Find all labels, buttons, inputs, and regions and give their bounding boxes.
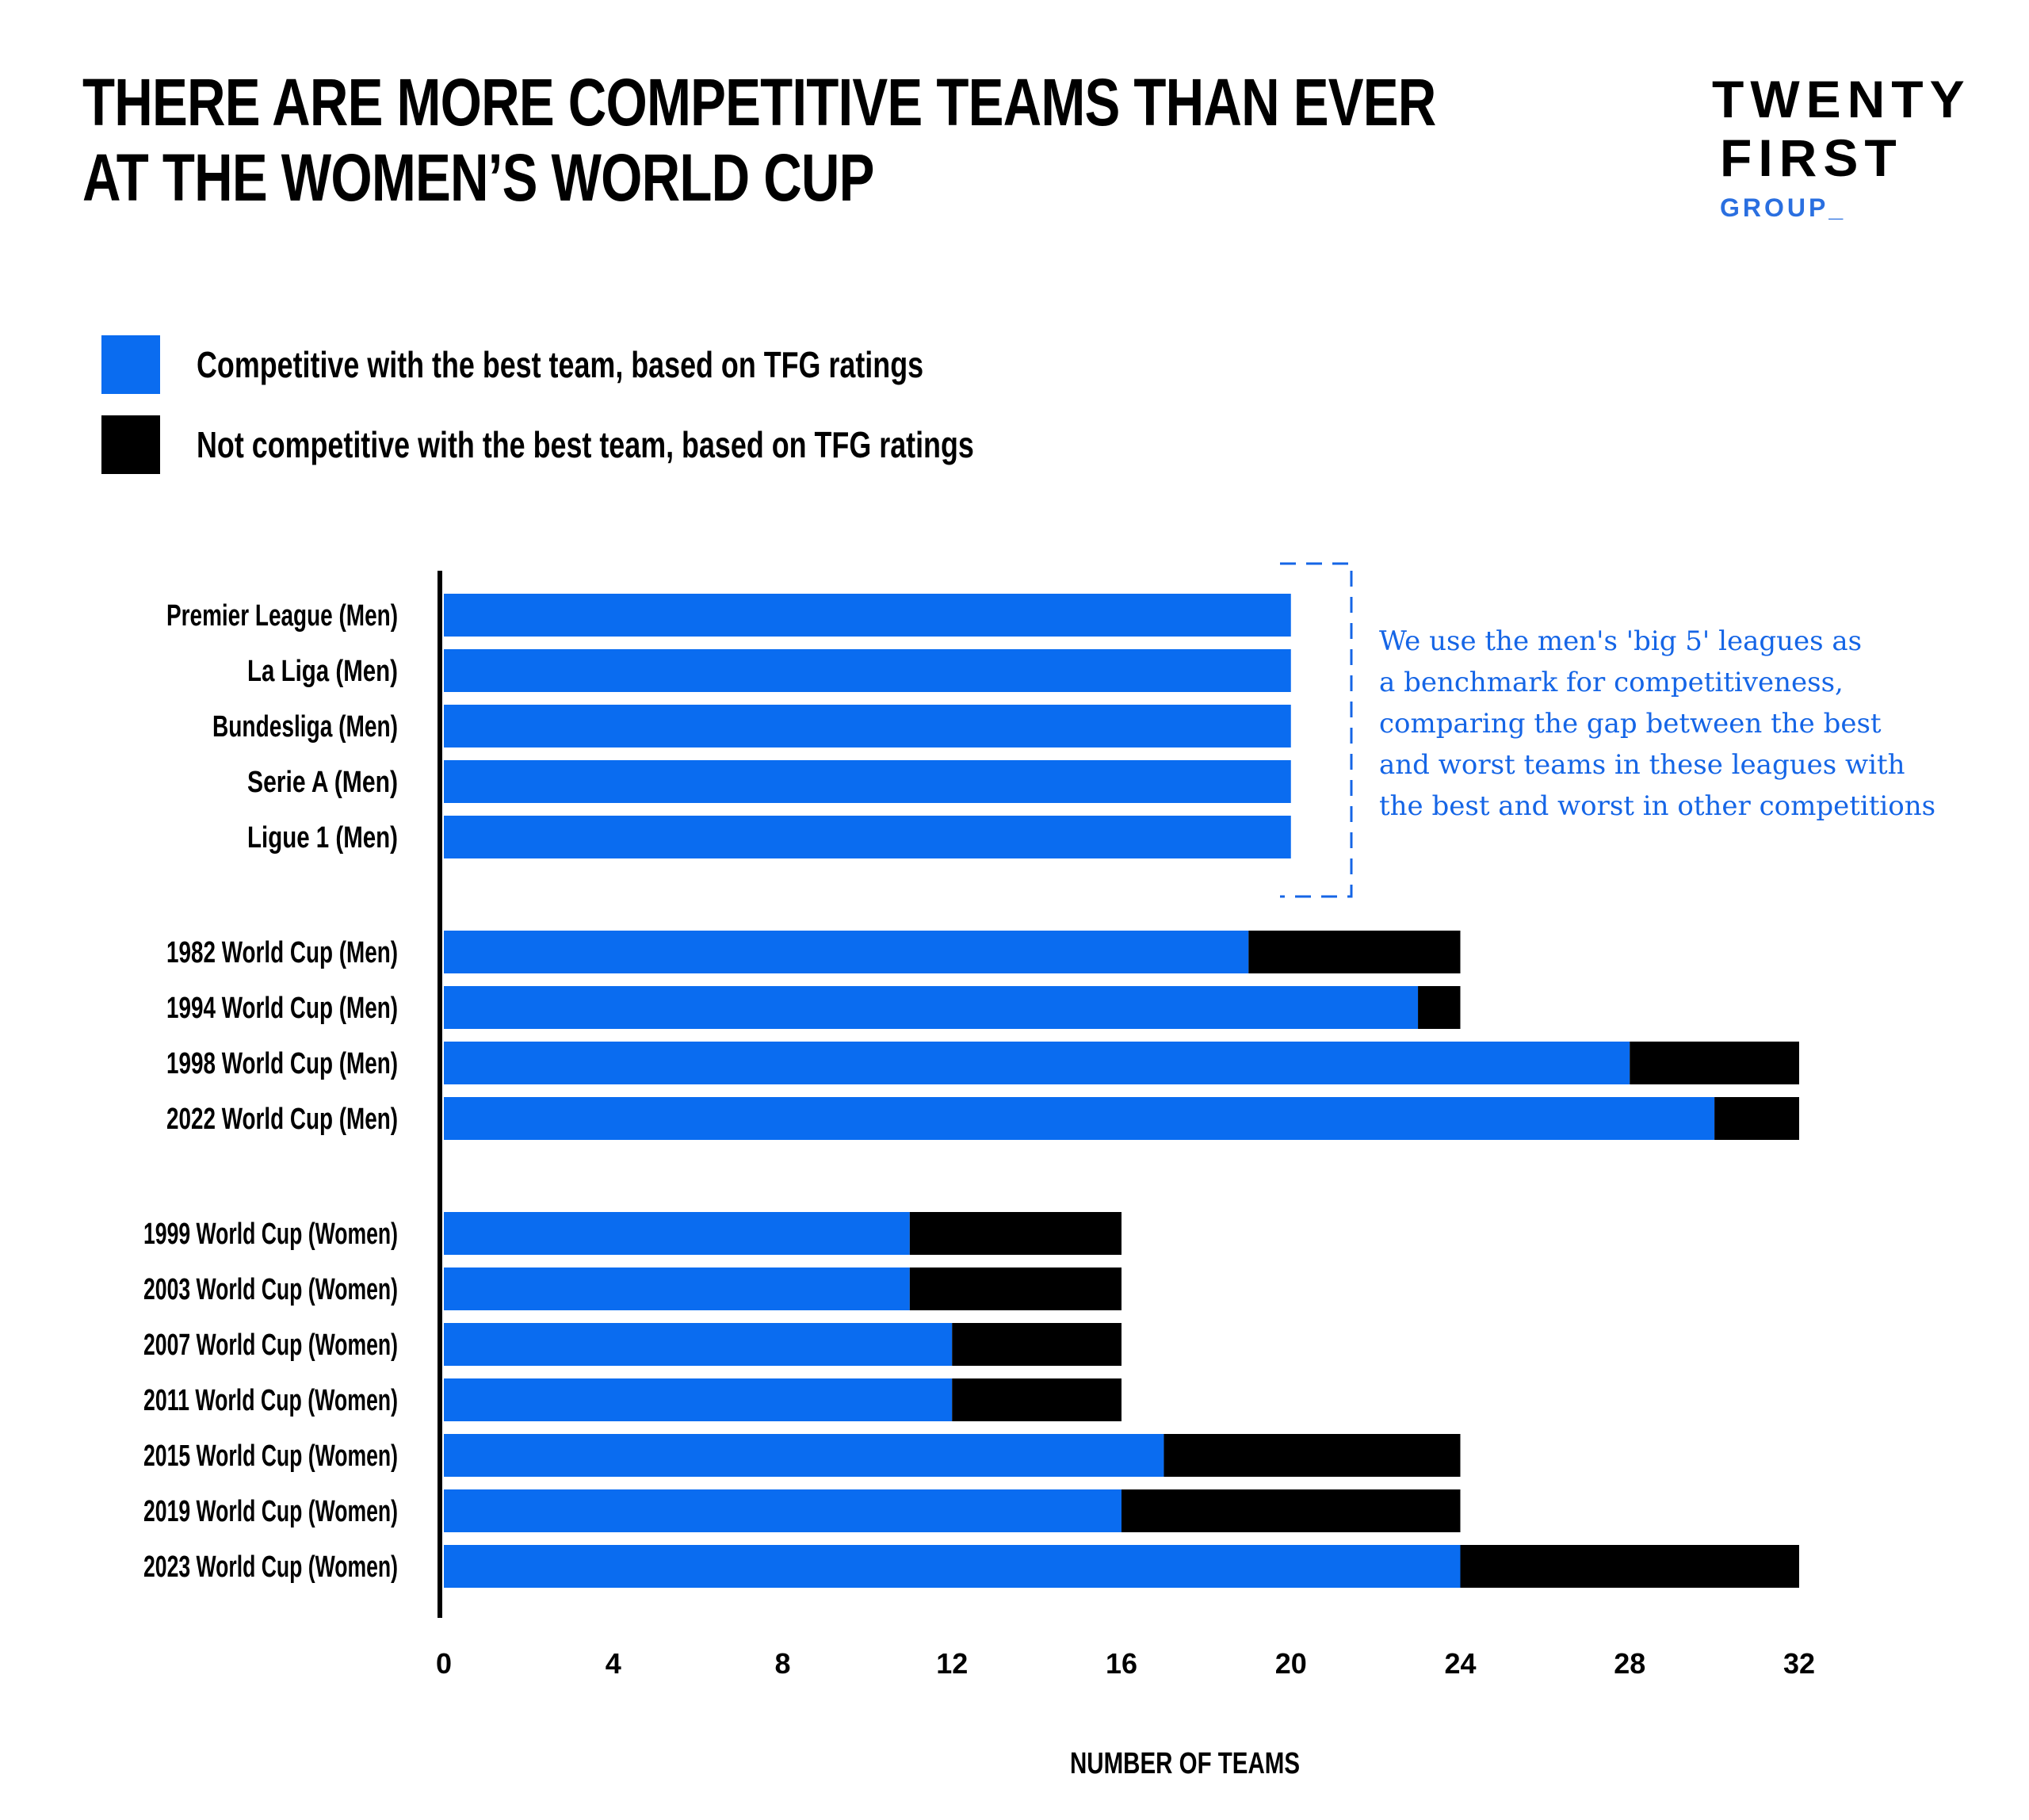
bar-segment-competitive [444, 931, 1249, 973]
bar-segment-competitive [444, 649, 1291, 692]
category-label: 2019 World Cup (Women) [143, 1495, 398, 1528]
x-tick-label: 24 [1444, 1647, 1476, 1680]
annotation-line-4: and worst teams in these leagues with [1379, 749, 1905, 781]
bar-segment-competitive [444, 986, 1419, 1029]
category-labels: Premier League (Men) La Liga (Men) Bundesl… [143, 599, 398, 1584]
category-label: 1994 World Cup (Men) [166, 992, 398, 1025]
annotation-line-5: the best and worst in other competitions [1379, 790, 1936, 822]
x-tick-label: 28 [1614, 1647, 1645, 1680]
bar-segment-competitive [444, 1268, 910, 1310]
annotation-line-1: We use the men's 'big 5' leagues as [1379, 625, 1863, 657]
bar-segment-not-competitive [1121, 1489, 1461, 1532]
annotation-line-2: a benchmark for competitiveness, [1379, 667, 1844, 698]
bar-segment-not-competitive [1418, 986, 1461, 1029]
x-tick-label: 4 [606, 1647, 621, 1680]
legend-label-not-competitive: Not competitive with the best team, base… [197, 424, 974, 465]
title-line-1: THERE ARE MORE COMPETITIVE TEAMS THAN EV… [82, 65, 1436, 140]
bar-segment-not-competitive [1164, 1434, 1461, 1477]
x-tick-label: 12 [936, 1647, 968, 1680]
category-label: 2011 World Cup (Women) [143, 1384, 398, 1417]
chart-title: THERE ARE MORE COMPETITIVE TEAMS THAN EV… [82, 65, 1436, 216]
category-label: 1998 World Cup (Men) [166, 1047, 398, 1080]
legend-label-competitive: Competitive with the best team, based on… [197, 344, 924, 385]
bar-segment-competitive [444, 1042, 1630, 1084]
bar-segment-competitive [444, 1212, 910, 1255]
logo-line-2: FIRST [1720, 128, 1903, 187]
x-tick-label: 20 [1275, 1647, 1307, 1680]
category-label: 2015 World Cup (Women) [143, 1440, 398, 1473]
x-tick-label: 16 [1106, 1647, 1137, 1680]
bar-segment-competitive [444, 760, 1291, 803]
logo-line-3: GROUP_ [1720, 193, 1847, 222]
category-label: 2023 World Cup (Women) [143, 1550, 398, 1584]
category-label: Bundesliga (Men) [212, 710, 398, 744]
bar-segment-not-competitive [1630, 1042, 1799, 1084]
bar-segment-not-competitive [909, 1212, 1121, 1255]
category-label: Serie A (Men) [247, 766, 398, 799]
bars-group [444, 594, 1799, 1588]
x-tick-label: 32 [1783, 1647, 1815, 1680]
bar-segment-not-competitive [952, 1323, 1121, 1366]
x-tick-label: 8 [774, 1647, 790, 1680]
category-label: La Liga (Men) [247, 655, 398, 688]
bar-segment-competitive [444, 1434, 1164, 1477]
bar-segment-not-competitive [952, 1378, 1121, 1421]
category-label: 1999 World Cup (Women) [143, 1218, 398, 1251]
category-label: 2007 World Cup (Women) [143, 1329, 398, 1362]
category-label: Ligue 1 (Men) [247, 821, 398, 855]
x-axis-title: NUMBER OF TEAMS [1070, 1747, 1300, 1780]
logo-line-1: TWENTY [1712, 70, 1971, 128]
twenty-first-group-logo: TWENTY FIRST GROUP_ [1712, 70, 1971, 224]
bar-segment-not-competitive [1248, 931, 1461, 973]
bar-segment-competitive [444, 1097, 1715, 1140]
category-label: 2003 World Cup (Women) [143, 1273, 398, 1306]
bar-segment-competitive [444, 1489, 1121, 1532]
bar-segment-competitive [444, 594, 1291, 637]
benchmark-annotation: We use the men's 'big 5' leagues as a be… [1379, 621, 2013, 827]
category-label: 1982 World Cup (Men) [166, 936, 398, 969]
annotation-bracket [1280, 562, 1353, 898]
x-tick-label: 0 [436, 1647, 452, 1680]
bar-segment-competitive [444, 1323, 953, 1366]
bar-segment-not-competitive [1714, 1097, 1799, 1140]
legend-item-competitive: Competitive with the best team, based on… [101, 335, 1129, 394]
annotation-line-3: comparing the gap between the best [1379, 708, 1882, 740]
legend-swatch-blue [101, 335, 160, 394]
category-label: 2022 World Cup (Men) [166, 1103, 398, 1136]
bar-segment-competitive [444, 816, 1291, 858]
category-label: Premier League (Men) [166, 599, 398, 633]
legend-item-not-competitive: Not competitive with the best team, base… [101, 415, 1194, 474]
bar-segment-not-competitive [909, 1268, 1121, 1310]
legend-swatch-black [101, 415, 160, 474]
bar-segment-competitive [444, 1545, 1461, 1588]
title-line-2: AT THE WOMEN’S WORLD CUP [82, 140, 874, 215]
bar-segment-competitive [444, 705, 1291, 748]
bar-segment-competitive [444, 1378, 953, 1421]
x-axis-ticks: 0 4 8 12 16 20 24 28 32 [436, 1647, 1815, 1680]
bar-segment-not-competitive [1460, 1545, 1799, 1588]
